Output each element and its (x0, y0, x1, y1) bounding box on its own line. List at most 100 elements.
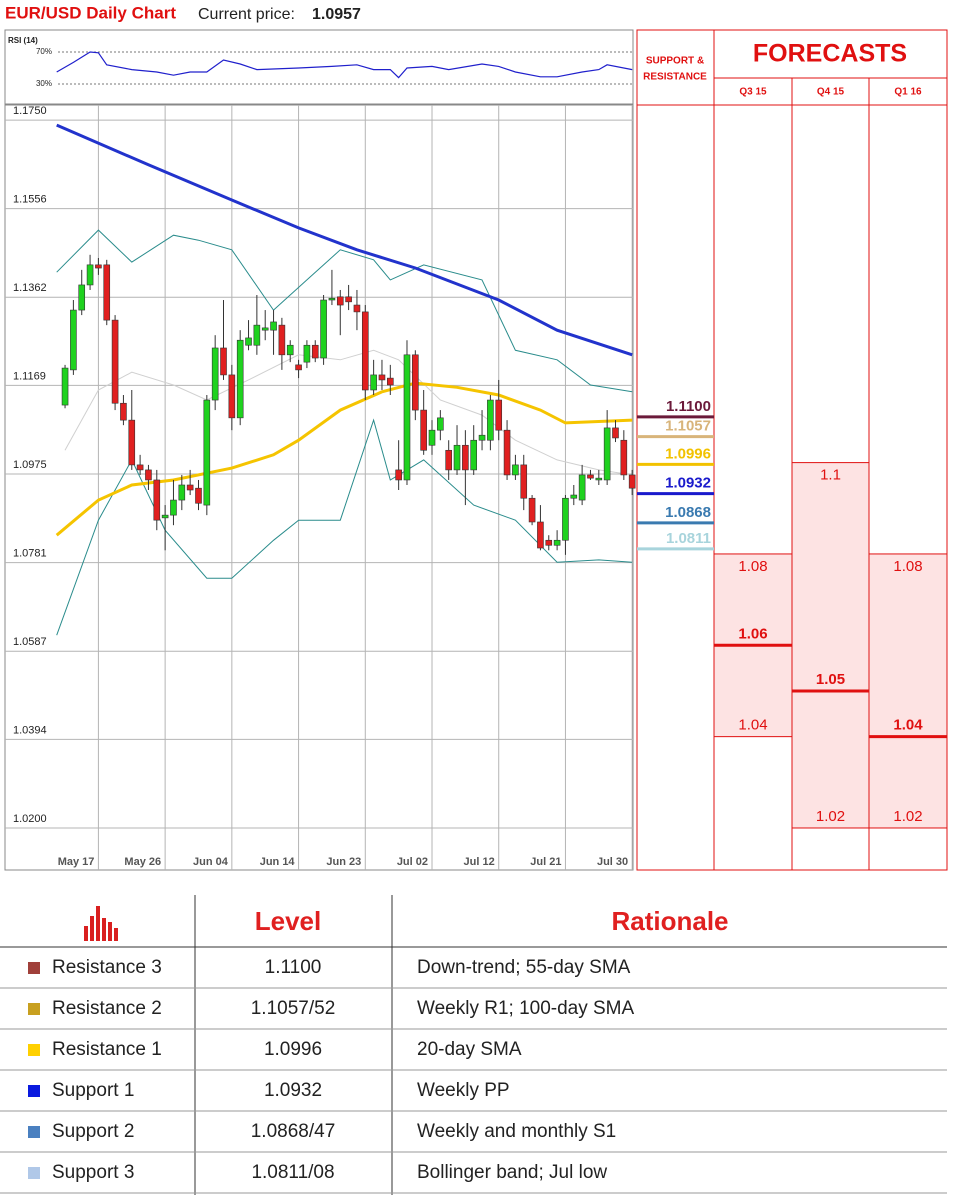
candle-body (545, 539, 553, 546)
sr-level-label: 1.1057 (665, 418, 711, 435)
candle-body (328, 297, 336, 301)
candle-body (470, 439, 478, 471)
x-tick-label: Jul 30 (597, 856, 628, 868)
candle-body (286, 344, 294, 356)
forecast-mid: 1.06 (738, 625, 767, 642)
sr-level-label: 1.0932 (665, 475, 711, 492)
candle-body (228, 374, 236, 419)
row-level: 1.0868/47 (251, 1121, 336, 1142)
row-name: Support 2 (52, 1121, 134, 1142)
candle-body (86, 264, 94, 286)
candle-body (570, 494, 578, 499)
candle-body (95, 264, 102, 269)
candle-body (520, 464, 528, 499)
candle-body (445, 449, 452, 471)
row-name: Resistance 1 (52, 1039, 162, 1060)
candle-body (186, 484, 194, 491)
x-tick-label: Jun 23 (326, 856, 361, 868)
x-tick-label: Jul 21 (530, 856, 561, 868)
candle-body (170, 499, 177, 516)
table-header: Rationale (611, 906, 728, 936)
candle-body (311, 344, 319, 359)
y-tick-label: 1.1169 (13, 370, 46, 382)
indicator-line (56, 418, 633, 636)
y-tick-label: 1.0200 (13, 813, 47, 825)
sr-level-label: 1.0868 (665, 504, 711, 521)
row-swatch (28, 1003, 40, 1015)
candle-body (578, 474, 586, 501)
x-tick-label: Jun 14 (260, 856, 296, 868)
x-tick-label: May 26 (124, 856, 161, 868)
x-tick-label: May 17 (58, 856, 95, 868)
forecast-high: 1.08 (738, 558, 767, 575)
candle-body (537, 521, 544, 549)
y-tick-label: 1.1750 (13, 105, 47, 117)
row-rationale: Down-trend; 55-day SMA (417, 957, 631, 978)
x-tick-label: Jul 02 (397, 856, 428, 868)
candle-body (503, 429, 511, 476)
candle-body (420, 409, 427, 451)
candle-body (403, 354, 411, 481)
y-tick-label: 30% (36, 79, 52, 88)
row-swatch (28, 1044, 40, 1056)
candle-body (553, 539, 561, 546)
candle-body (245, 337, 252, 346)
candle-body (211, 347, 219, 401)
forecast-low: 1.02 (816, 808, 845, 825)
candle-body (336, 296, 344, 306)
chart-title: RSI (14) (8, 36, 38, 45)
indicator-line (56, 123, 633, 357)
candle-body (70, 309, 77, 371)
candle-body (462, 444, 469, 471)
candle-body (387, 377, 394, 386)
candle-body (512, 464, 519, 476)
candle-body (528, 497, 536, 523)
candle-body (120, 402, 127, 421)
row-rationale: Weekly and monthly S1 (417, 1121, 616, 1142)
candle-body (587, 474, 594, 479)
candle-body (220, 347, 227, 376)
candle-body (361, 311, 369, 391)
candle-body (395, 469, 402, 481)
forecast-range (868, 553, 948, 829)
indicator-line (55, 381, 633, 537)
price-label: Current price: (198, 6, 295, 23)
candle-body (437, 417, 444, 431)
sr-level-label: 1.1100 (666, 398, 711, 415)
forecast-mid: 1.05 (816, 671, 845, 688)
y-tick-label: 1.1362 (13, 282, 47, 294)
candle-body (103, 264, 111, 321)
candle-body (412, 354, 419, 411)
candle-body (295, 364, 302, 371)
forecast-period: Q1 16 (894, 87, 922, 98)
candle-body (603, 427, 611, 481)
candle-body (61, 367, 69, 406)
rsi-frame (4, 29, 634, 105)
sr-title: SUPPORT & (646, 56, 704, 67)
candle-body (303, 344, 311, 363)
row-rationale: Weekly PP (417, 1080, 510, 1101)
x-tick-label: Jun 04 (193, 856, 229, 868)
candle-body (320, 299, 327, 359)
candle-body (370, 374, 377, 391)
rsi-line (56, 51, 633, 79)
candle-body (270, 321, 277, 331)
row-level: 1.0996 (264, 1039, 322, 1060)
row-swatch (28, 962, 40, 974)
forecast-range (791, 462, 870, 829)
candle-body (612, 427, 619, 439)
forecast-mid: 1.04 (893, 717, 923, 734)
candle-body (145, 469, 152, 481)
indicator-line (56, 229, 633, 393)
candle-body (495, 399, 503, 431)
row-name: Support 3 (52, 1162, 134, 1183)
forecast-high: 1.1 (820, 467, 841, 484)
y-tick-label: 1.0781 (13, 548, 47, 560)
row-swatch (28, 1126, 40, 1138)
y-tick-label: 1.0394 (13, 724, 47, 736)
candle-body (562, 497, 569, 541)
y-tick-label: 1.0587 (13, 636, 47, 648)
row-name: Support 1 (52, 1080, 134, 1101)
